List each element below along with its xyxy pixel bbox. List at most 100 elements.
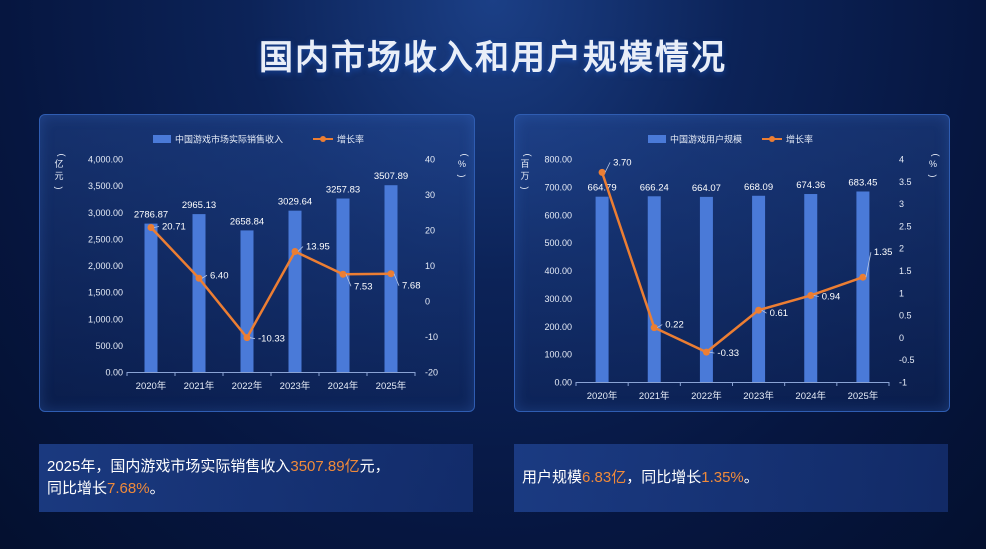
growth-value-label: 0.22: [665, 320, 684, 331]
y-tick-right: 4: [899, 155, 904, 165]
bar-value-label: 3029.64: [278, 197, 312, 208]
y-tick-left: 200.00: [544, 322, 572, 332]
growth-line: [600, 171, 864, 354]
growth-label-leader: [345, 274, 352, 287]
growth-value-label: 0.61: [770, 308, 789, 319]
y-tick-left: 700.00: [544, 182, 572, 192]
bar: [595, 196, 609, 382]
legend-line-marker: [769, 136, 775, 142]
y-tick-left: 600.00: [544, 210, 572, 220]
bar-value-label: 674.36: [796, 180, 825, 191]
x-tick-label: 2023年: [280, 380, 311, 392]
growth-point: [147, 223, 155, 231]
x-tick-label: 2025年: [376, 380, 407, 392]
x-tick-label: 2021年: [184, 380, 215, 392]
growth-point: [807, 291, 815, 299]
growth-point: [859, 273, 867, 281]
bar-value-label: 666.24: [640, 182, 669, 193]
y-tick-right: 40: [425, 155, 435, 165]
growth-label-leader: [604, 162, 611, 173]
caption-highlight-revenue: 3507.89亿: [290, 458, 360, 475]
y-tick-right: 3.5: [899, 177, 912, 187]
growth-label-leader: [813, 295, 819, 297]
bar: [336, 198, 350, 372]
y-tick-left: 500.00: [544, 238, 572, 248]
growth-point: [598, 168, 606, 176]
growth-value-label: 6.40: [210, 270, 229, 281]
legend-bar-swatch: [648, 135, 666, 143]
x-tick-label: 2020年: [587, 390, 618, 402]
growth-point: [650, 324, 658, 332]
y-tick-right: 10: [425, 261, 435, 271]
caption-text: 用户规模: [522, 469, 583, 486]
growth-point: [339, 270, 347, 278]
y-tick-left: 0.00: [554, 378, 572, 388]
bar-value-label: 683.45: [848, 177, 877, 188]
y-tick-left: 0.00: [105, 368, 123, 378]
y-tick-left: 400.00: [544, 266, 572, 276]
y-axis-title-left-bracket: ): [520, 187, 530, 190]
revenue-caption: 2025年，国内游戏市场实际销售收入3507.89亿元， 同比增长7.68%。: [39, 444, 473, 512]
revenue-chart-panel: 中国游戏市场实际销售收入 增长率(亿元)(%) 0.00 500.00 1,000.00…: [39, 114, 475, 412]
legend-bar-swatch: [153, 135, 171, 143]
caption-text: 2025年，国内游戏市场实际销售收入: [47, 458, 291, 475]
bar: [804, 194, 818, 382]
y-axis-title-left: 万: [520, 171, 529, 181]
growth-value-label: 3.70: [613, 157, 632, 168]
bar-value-label: 664.79: [588, 183, 617, 194]
y-axis-title-left: 元: [54, 171, 63, 181]
growth-point: [755, 306, 763, 314]
legend-line-label: 增长率: [786, 134, 813, 145]
x-tick-label: 2022年: [232, 380, 263, 392]
users-caption: 用户规模6.83亿，同比增长1.35%。: [514, 444, 948, 512]
bar-value-label: 3507.89: [374, 171, 408, 182]
bar-value-label: 2965.13: [182, 200, 216, 211]
y-tick-left: 3,000.00: [88, 208, 123, 218]
growth-value-label: 1.35: [874, 247, 893, 258]
y-tick-right: 2: [899, 244, 904, 254]
y-tick-right: 1: [899, 288, 904, 298]
growth-value-label: 20.71: [162, 221, 186, 232]
growth-point: [243, 334, 251, 342]
caption-text: 同比增长: [47, 480, 108, 497]
x-tick-label: 2024年: [795, 390, 826, 402]
growth-point: [291, 247, 299, 255]
y-tick-left: 100.00: [544, 350, 572, 360]
page-title: 国内市场收入和用户规模情况: [259, 38, 727, 78]
growth-label-leader: [249, 337, 256, 340]
bar: [647, 196, 661, 382]
y-tick-right: 2.5: [899, 221, 912, 231]
bar-value-label: 664.07: [692, 183, 721, 194]
legend-line-label: 增长率: [337, 134, 364, 145]
growth-point: [702, 348, 710, 356]
y-axis-title-left-bracket: (: [523, 154, 533, 157]
y-tick-right: 20: [425, 226, 435, 236]
bar: [856, 191, 870, 382]
y-tick-right: 0: [899, 333, 904, 343]
x-tick-label: 2022年: [691, 390, 722, 402]
y-axis-title-right-bracket: (: [931, 154, 941, 157]
growth-value-label: 7.53: [354, 281, 373, 292]
growth-point: [195, 274, 203, 282]
y-tick-right: 3: [899, 199, 904, 209]
y-tick-left: 1,000.00: [88, 314, 123, 324]
growth-value-label: 7.68: [402, 281, 421, 292]
y-tick-right: -20: [425, 368, 438, 378]
y-tick-right: 0.5: [899, 311, 912, 321]
bar-value-label: 2786.87: [134, 210, 168, 221]
caption-highlight-growth: 7.68%: [107, 480, 150, 497]
caption-text: 。: [149, 480, 165, 497]
bar: [192, 214, 206, 372]
bar-value-label: 2658.84: [230, 216, 264, 227]
y-tick-left: 300.00: [544, 294, 572, 304]
y-axis-title-right-bracket: ): [457, 175, 467, 178]
growth-label-leader: [153, 226, 160, 228]
y-axis-title-right-bracket: (: [460, 154, 470, 157]
y-tick-left: 2,000.00: [88, 261, 123, 271]
y-tick-left: 800.00: [544, 155, 572, 165]
x-tick-label: 2023年: [743, 390, 774, 402]
growth-point: [387, 270, 395, 278]
y-axis-title-right: %: [929, 159, 937, 169]
y-tick-left: 2,500.00: [88, 234, 123, 244]
y-tick-right: 0: [425, 297, 430, 307]
